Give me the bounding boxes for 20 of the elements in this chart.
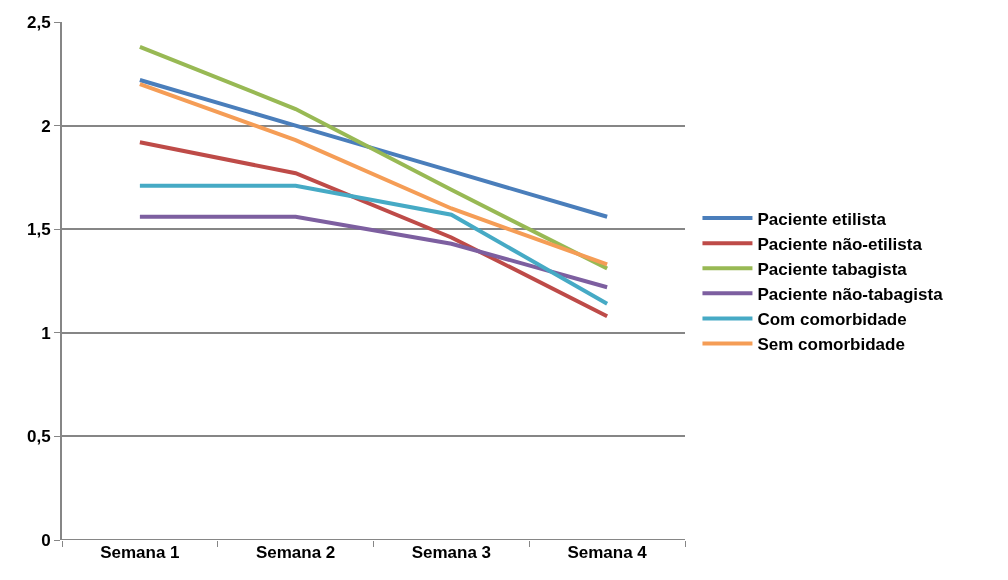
line-series [137, 44, 610, 271]
line-series [137, 82, 610, 267]
legend-label: Paciente não-tabagista [757, 284, 944, 304]
legend-label: Paciente tabagista [757, 259, 908, 279]
x-tick-label: Semana 4 [567, 543, 648, 562]
line-series [137, 140, 610, 319]
legend-label: Sem comorbidade [757, 335, 905, 355]
legend-label: Com comorbidade [757, 310, 907, 330]
y-tick-label: 1 [41, 323, 51, 343]
y-tick-label: 2,5 [26, 12, 51, 32]
legend-label: Paciente etilista [757, 209, 887, 229]
x-tick-label: Semana 1 [100, 543, 180, 562]
line-series [137, 78, 610, 219]
x-tick-label: Semana 3 [411, 543, 492, 562]
y-tick-label: 0,5 [26, 427, 51, 447]
y-tick-label: 1,5 [26, 220, 51, 240]
y-tick-label: 0 [41, 530, 51, 550]
legend-label: Paciente não-etilista [757, 234, 923, 254]
x-tick-label: Semana 2 [255, 543, 336, 562]
y-tick-label: 2 [41, 116, 51, 136]
